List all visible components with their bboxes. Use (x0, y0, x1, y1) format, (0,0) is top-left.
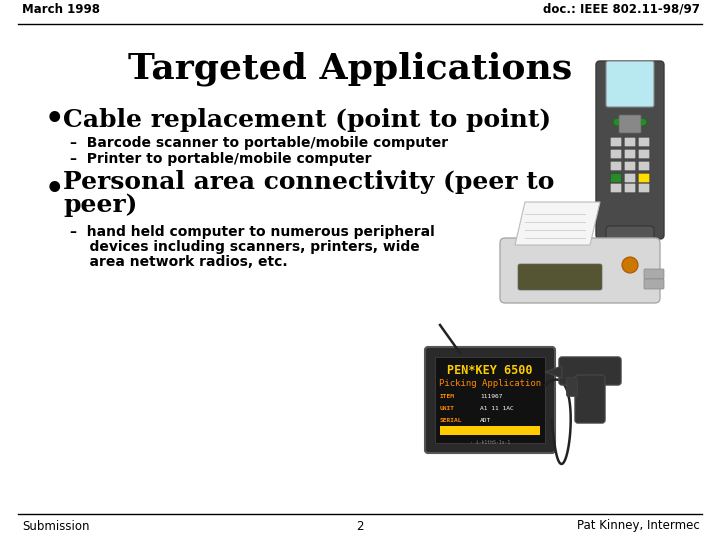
FancyBboxPatch shape (606, 226, 654, 284)
Text: Submission: Submission (22, 519, 89, 532)
Text: SERIAL: SERIAL (440, 418, 462, 423)
FancyBboxPatch shape (435, 357, 545, 443)
Text: 2: 2 (356, 519, 364, 532)
Text: •: • (45, 174, 65, 206)
Text: PEN*KEY 6500: PEN*KEY 6500 (447, 363, 533, 376)
Text: area network radios, etc.: area network radios, etc. (70, 255, 287, 269)
FancyBboxPatch shape (611, 137, 622, 147)
Text: Personal area connectivity (peer to: Personal area connectivity (peer to (63, 170, 554, 194)
FancyBboxPatch shape (638, 137, 650, 147)
FancyBboxPatch shape (575, 375, 605, 423)
Text: devices including scanners, printers, wide: devices including scanners, printers, wi… (70, 240, 420, 254)
FancyBboxPatch shape (559, 357, 621, 385)
Text: Targeted Applications: Targeted Applications (128, 52, 572, 86)
FancyBboxPatch shape (638, 161, 650, 171)
Text: ITEM: ITEM (440, 395, 455, 400)
Text: peer): peer) (63, 193, 138, 217)
FancyBboxPatch shape (644, 269, 664, 279)
Text: Picking Application: Picking Application (439, 379, 541, 388)
Ellipse shape (613, 118, 623, 126)
FancyBboxPatch shape (596, 61, 664, 239)
FancyBboxPatch shape (611, 183, 622, 193)
Text: –  Barcode scanner to portable/mobile computer: – Barcode scanner to portable/mobile com… (70, 136, 448, 150)
FancyBboxPatch shape (518, 264, 602, 290)
FancyBboxPatch shape (619, 115, 641, 133)
FancyBboxPatch shape (624, 137, 636, 147)
Text: –  hand held computer to numerous peripheral: – hand held computer to numerous periphe… (70, 225, 435, 239)
Text: A1 11 1AC: A1 11 1AC (480, 407, 514, 411)
Text: · i·k1thS·1s·1: · i·k1thS·1s·1 (470, 441, 510, 446)
Text: ADT: ADT (480, 418, 491, 423)
Text: doc.: IEEE 802.11-98/97: doc.: IEEE 802.11-98/97 (543, 3, 700, 16)
FancyBboxPatch shape (611, 161, 622, 171)
FancyBboxPatch shape (644, 279, 664, 289)
FancyBboxPatch shape (624, 161, 636, 171)
FancyBboxPatch shape (611, 149, 622, 159)
FancyBboxPatch shape (611, 173, 622, 183)
FancyBboxPatch shape (567, 377, 577, 396)
FancyBboxPatch shape (425, 347, 555, 453)
Text: UNIT: UNIT (440, 407, 455, 411)
Polygon shape (545, 366, 562, 378)
FancyBboxPatch shape (624, 183, 636, 193)
FancyBboxPatch shape (500, 238, 660, 303)
FancyBboxPatch shape (638, 173, 650, 183)
Circle shape (622, 257, 638, 273)
Text: Cable replacement (point to point): Cable replacement (point to point) (63, 108, 551, 132)
FancyBboxPatch shape (624, 173, 636, 183)
Ellipse shape (637, 118, 647, 126)
Text: March 1998: March 1998 (22, 3, 100, 16)
FancyBboxPatch shape (638, 149, 650, 159)
Text: 111967: 111967 (480, 395, 503, 400)
Text: •: • (45, 105, 65, 136)
FancyBboxPatch shape (638, 183, 650, 193)
Polygon shape (515, 202, 600, 245)
FancyBboxPatch shape (606, 61, 654, 107)
Bar (440, 426, 540, 435)
FancyBboxPatch shape (624, 149, 636, 159)
Text: –  Printer to portable/mobile computer: – Printer to portable/mobile computer (70, 152, 372, 166)
Text: Pat Kinney, Intermec: Pat Kinney, Intermec (577, 519, 700, 532)
